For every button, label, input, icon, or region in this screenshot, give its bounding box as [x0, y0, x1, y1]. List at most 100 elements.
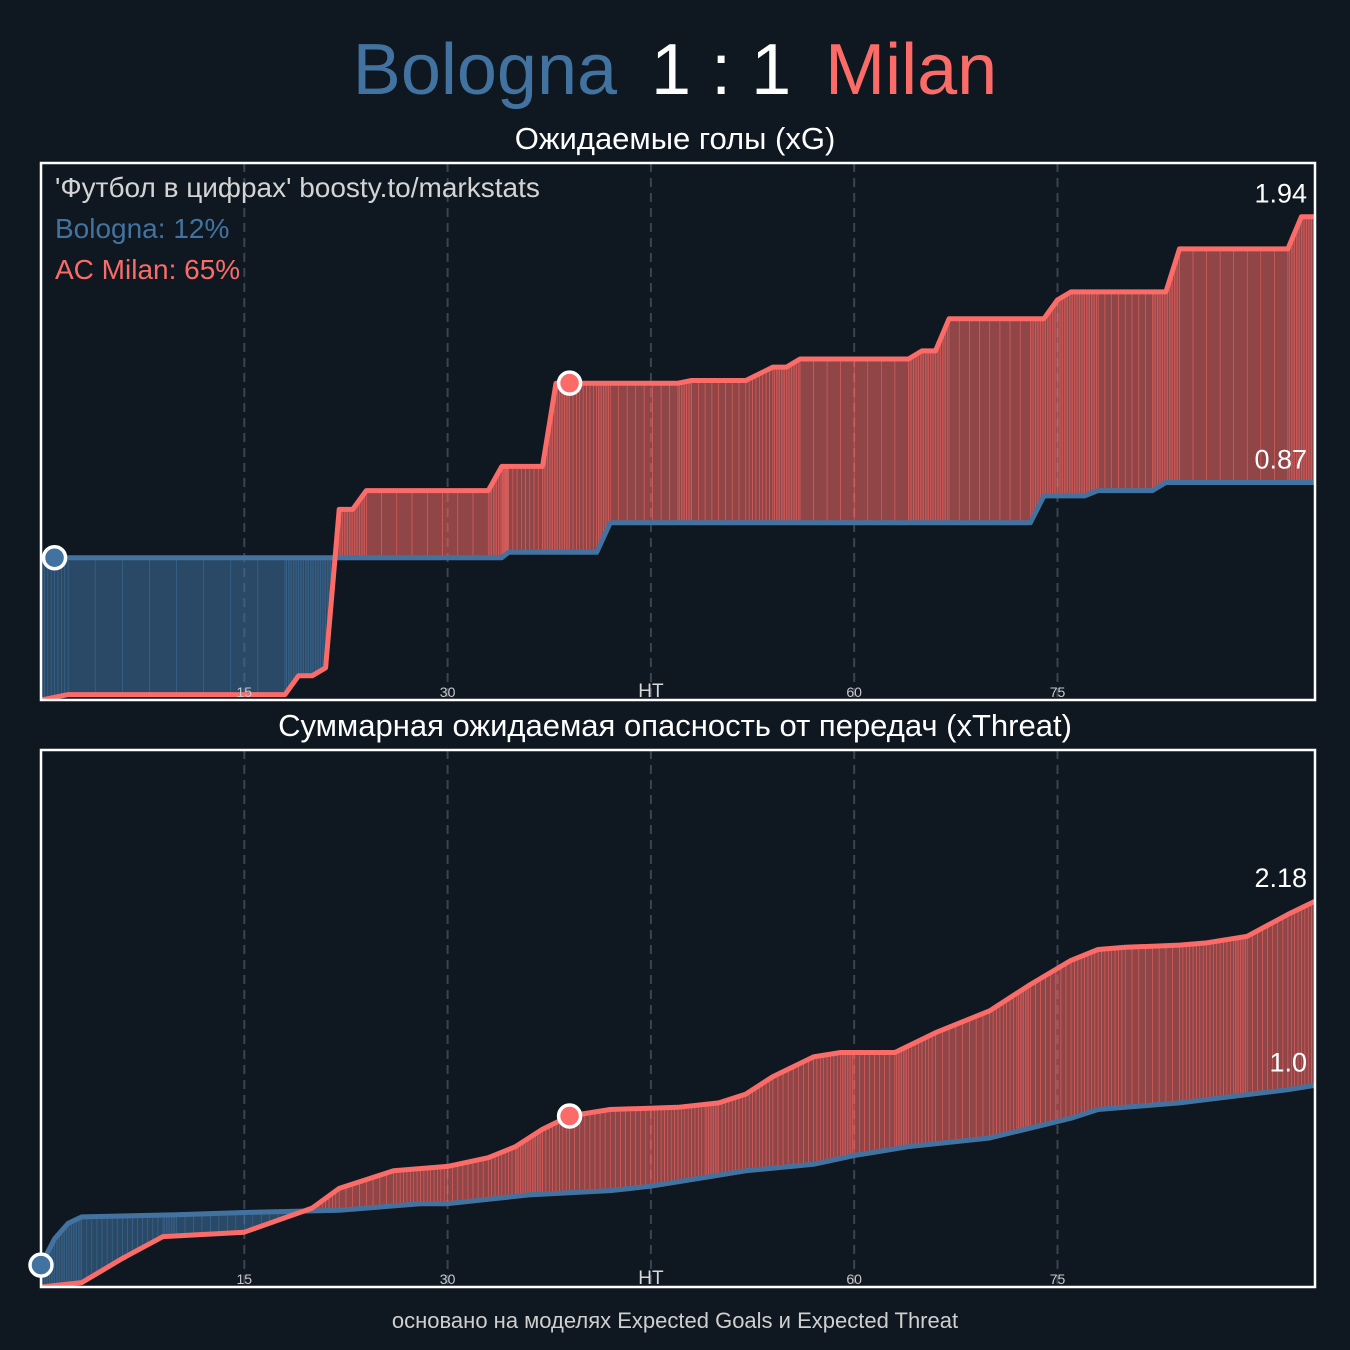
area-fill: [660, 382, 670, 524]
area-fill: [858, 1052, 865, 1156]
area-fill: [643, 382, 653, 524]
area-fill: [396, 490, 413, 558]
area-fill: [96, 1216, 103, 1275]
area-fill: [447, 1164, 453, 1205]
footer-note: основано на моделях Expected Goals и Exp…: [391, 1308, 959, 1333]
area-fill: [101, 1215, 108, 1272]
area-fill: [57, 557, 62, 698]
area-fill: [955, 1021, 963, 1142]
area-fill: [1192, 248, 1207, 483]
area-fill: [635, 382, 645, 524]
away-goal-marker: [556, 370, 583, 396]
area-fill: [67, 557, 96, 695]
area-fill: [548, 1123, 553, 1195]
home-total-label: 0.87: [1254, 445, 1307, 475]
area-fill: [1219, 939, 1224, 1099]
area-fill: [1202, 942, 1207, 1101]
area-fill: [1074, 957, 1079, 1118]
area-fill: [440, 1166, 445, 1205]
area-fill: [698, 1104, 703, 1179]
home-goal-marker: [41, 544, 68, 571]
area-fill: [498, 1151, 503, 1199]
area-fill: [840, 358, 855, 524]
area-fill: [1206, 248, 1221, 483]
area-fill: [759, 371, 764, 524]
area-fill: [681, 1106, 686, 1182]
area-fill: [410, 1168, 415, 1205]
area-fill: [759, 1082, 764, 1170]
area-fill: [1101, 948, 1106, 1110]
area-fill: [694, 1104, 699, 1180]
area-fill: [1199, 942, 1204, 1101]
area-fill: [1179, 248, 1194, 483]
tick-label: 30: [440, 684, 456, 700]
area-fill: [1131, 291, 1140, 491]
area-fill: [935, 1029, 943, 1145]
area-fill: [1091, 950, 1096, 1113]
area-fill: [482, 1157, 489, 1201]
area-fill: [777, 1071, 784, 1169]
tick-label: 15: [237, 1271, 253, 1287]
area-fill: [1111, 947, 1116, 1109]
area-fill: [1104, 948, 1109, 1110]
area-fill: [1077, 955, 1082, 1117]
area-fill: [941, 1026, 950, 1144]
area-fill: [813, 358, 828, 524]
area-fill: [193, 1213, 203, 1236]
area-fill: [931, 1032, 936, 1145]
area-fill: [562, 1117, 567, 1194]
area-fill: [1108, 948, 1113, 1109]
area-fill: [91, 1216, 98, 1278]
area-fill: [533, 466, 539, 553]
xg-chart-title: Ожидаемые голы (xG): [514, 121, 836, 156]
area-fill: [393, 1170, 398, 1207]
area-fill: [1233, 248, 1248, 483]
area-fill: [762, 369, 767, 524]
area-fill: [381, 490, 398, 558]
area-fill: [586, 382, 591, 553]
area-fill: [928, 1033, 933, 1145]
area-fill: [826, 1053, 831, 1162]
area-fill: [645, 1107, 652, 1188]
area-fill: [880, 358, 896, 524]
area-fill: [1209, 941, 1214, 1100]
away-team-name: Milan: [825, 30, 998, 110]
area-fill: [552, 1122, 557, 1194]
area-fill: [396, 1169, 401, 1206]
plot-area: [41, 163, 1315, 700]
area-fill: [918, 1038, 923, 1146]
area-fill: [1114, 947, 1119, 1109]
area-fill: [386, 1170, 394, 1207]
area-fill: [889, 1052, 896, 1151]
area-fill: [582, 382, 587, 553]
match-score: 1 : 1: [651, 30, 792, 110]
area-fill: [618, 382, 628, 524]
area-fill: [462, 1161, 469, 1203]
area-fill: [1185, 943, 1190, 1103]
area-fill: [635, 1108, 642, 1189]
area-fill: [201, 1213, 211, 1235]
area-fill: [1223, 939, 1228, 1098]
area-fill: [365, 1176, 374, 1209]
area-fill: [426, 1167, 431, 1205]
area-fill: [1179, 944, 1184, 1104]
area-fill: [640, 1108, 647, 1188]
chart-frame: [39, 748, 1317, 1289]
area-fill: [948, 1024, 957, 1143]
area-fill: [491, 1154, 496, 1200]
chart-1: 15 30 HT 60 75 1.0 2.18: [28, 748, 1317, 1289]
area-fill: [884, 1052, 891, 1151]
area-fill: [738, 380, 747, 524]
area-fill: [176, 557, 204, 695]
area-fill: [176, 1214, 186, 1237]
area-fill: [691, 380, 699, 524]
area-fill: [769, 366, 774, 524]
area-fill: [691, 1105, 696, 1180]
area-fill: [874, 1052, 880, 1153]
area-fill: [525, 466, 531, 553]
area-fill: [1145, 945, 1153, 1106]
tick-label: 60: [846, 684, 862, 700]
area-fill: [1121, 946, 1126, 1108]
area-fill: [914, 1040, 919, 1147]
